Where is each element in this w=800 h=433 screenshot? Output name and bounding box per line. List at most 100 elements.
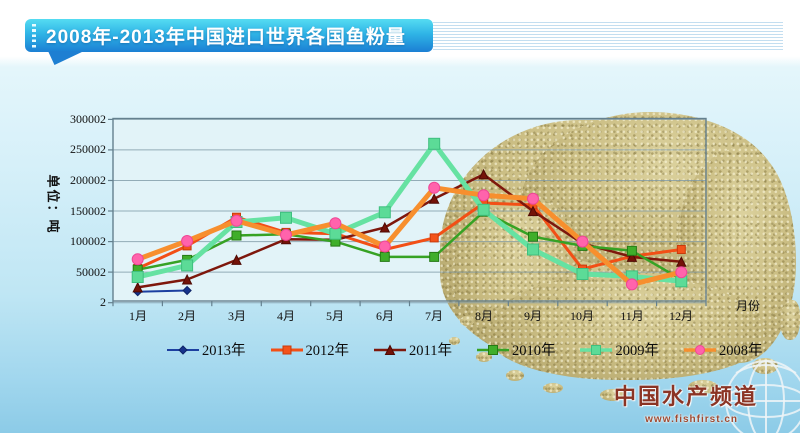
legend-marker-icon (683, 344, 716, 355)
y-tick-label: 200002 (70, 173, 106, 187)
x-axis-title: 月份 (736, 299, 761, 313)
series-line-2013年 (137, 289, 188, 293)
x-tick-label: 2月 (177, 309, 196, 323)
legend-label: 2010年 (511, 343, 556, 359)
legend-label: 2008年 (718, 343, 763, 359)
data-point-square (378, 206, 391, 219)
data-point-circle (675, 266, 688, 279)
legend-item-2010年: 2010年 (476, 339, 556, 360)
title-banner: 2008年-2013年中国进口世界各国鱼粉量 (25, 19, 433, 52)
fishmeal-crumb (449, 337, 460, 345)
data-point-triangle (231, 254, 242, 265)
fishmeal-pile-blob (488, 275, 763, 380)
y-tick-label: 100002 (70, 234, 106, 248)
data-point-square (477, 203, 490, 216)
data-point-square (576, 268, 589, 280)
data-point-square (231, 230, 242, 241)
legend-item-2012年: 2012年 (270, 339, 350, 360)
data-point-circle (181, 235, 194, 247)
x-tick-label: 4月 (276, 309, 295, 323)
data-point-square (329, 227, 342, 240)
y-tick-label: 50002 (76, 265, 106, 279)
y-tick-label: 150002 (70, 204, 106, 218)
plot-border (112, 117, 707, 302)
x-tick-label: 9月 (523, 309, 542, 323)
x-tick-label: 10月 (569, 309, 594, 323)
data-point-circle (477, 189, 490, 202)
banner-dots-decoration (32, 23, 36, 48)
y-tick-label: 300002 (70, 112, 106, 126)
data-point-circle (527, 192, 539, 205)
chart-legend: 2013年 2012年 2011年 2010年 2009年 2008年 (167, 339, 762, 360)
data-point-circle (280, 228, 292, 241)
x-tick-label: 6月 (375, 309, 394, 323)
fishmeal-crumb (476, 352, 492, 362)
watermark-brand-text: 中国水产频道 (613, 384, 758, 409)
data-point-square (428, 137, 441, 150)
data-point-circle (131, 253, 144, 266)
x-tick-label: 1月 (128, 309, 147, 323)
series-line-2008年 (136, 185, 682, 287)
fishmeal-crumb (688, 380, 718, 394)
x-tick-label: 8月 (474, 309, 493, 323)
legend-label: 2009年 (615, 343, 659, 359)
data-point-circle (428, 181, 441, 194)
data-point-square (528, 231, 538, 242)
fishmeal-crumb (543, 383, 563, 393)
x-tick-label: 11月 (620, 309, 644, 323)
data-point-square (379, 251, 390, 262)
data-point-circle (625, 278, 638, 291)
series-line-2011年 (137, 173, 682, 289)
data-point-square (626, 245, 637, 256)
fishmeal-crumb (460, 316, 474, 326)
x-tick-label: 3月 (227, 309, 246, 323)
series-line-2010年 (137, 210, 682, 281)
data-point-triangle (379, 221, 391, 233)
watermark-url-text: www.fishfirst.cn (645, 414, 738, 425)
data-point-square (429, 251, 440, 262)
legend-label: 2012年 (305, 343, 350, 359)
data-point-square (676, 245, 686, 254)
legend-item-2008年: 2008年 (683, 339, 763, 360)
data-point-triangle (428, 193, 440, 204)
data-point-circle (576, 235, 589, 248)
series-line-2009年 (137, 141, 682, 284)
data-point-circle (230, 214, 243, 227)
legend-marker-icon (270, 345, 303, 354)
legend-marker-icon (167, 344, 199, 355)
legend-label: 2013年 (202, 343, 246, 359)
data-point-square (131, 271, 144, 283)
data-point-triangle (181, 273, 193, 285)
data-point-diamond (182, 285, 192, 296)
data-point-square (527, 243, 539, 256)
fishmeal-crumb (780, 300, 800, 340)
legend-marker-icon (476, 344, 509, 355)
y-tick-label: 250002 (70, 142, 106, 156)
data-point-circle (329, 217, 342, 230)
globe-icon (725, 360, 800, 433)
y-tick-label: 2 (100, 295, 106, 309)
legend-item-2013年: 2013年 (167, 339, 246, 360)
data-point-triangle (626, 251, 638, 262)
data-point-square (280, 211, 292, 224)
x-tick-label: 12月 (668, 309, 693, 323)
pinstripes-decoration (433, 22, 783, 52)
x-tick-label: 5月 (325, 309, 344, 323)
data-point-square (181, 259, 194, 272)
data-point-triangle (132, 281, 144, 293)
legend-item-2009年: 2009年 (580, 339, 659, 360)
fishmeal-crumb (506, 370, 524, 381)
legend-label: 2011年 (409, 343, 452, 359)
fishmeal-crumb (600, 389, 626, 401)
legend-marker-icon (580, 344, 613, 355)
legend-marker-icon (374, 343, 406, 355)
data-point-triangle (527, 205, 539, 217)
data-point-square (429, 233, 439, 243)
data-point-circle (378, 240, 391, 253)
legend-item-2011年: 2011年 (374, 339, 452, 360)
x-tick-label: 7月 (424, 309, 443, 323)
watermark: 中国水产频道 www.fishfirst.cn (530, 360, 800, 433)
page-title: 2008年-2013年中国进口世界各国鱼粉量 (46, 27, 406, 48)
